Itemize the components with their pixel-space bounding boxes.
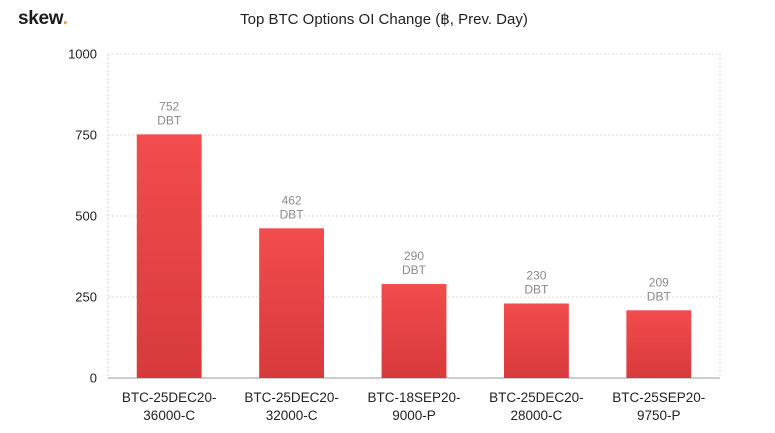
bars <box>136 134 692 378</box>
x-category-label: 28000-C <box>511 408 563 423</box>
data-label-unit: DBT <box>524 282 549 296</box>
data-label-value: 290 <box>404 249 424 263</box>
brand-name: skew <box>18 8 63 29</box>
y-tick-label: 1000 <box>68 47 97 62</box>
brand-dot: . <box>62 8 68 29</box>
bar <box>136 134 202 378</box>
x-category-label: 9750-P <box>637 408 681 423</box>
x-category-label: 32000-C <box>266 408 318 423</box>
bar <box>259 228 325 378</box>
data-label-value: 752 <box>159 99 179 113</box>
x-category-label: BTC-25DEC20- <box>489 390 584 405</box>
x-category-label: 9000-P <box>392 408 436 423</box>
data-label-value: 209 <box>649 275 669 289</box>
chart-title: Top BTC Options OI Change (฿, Prev. Day) <box>240 11 528 28</box>
bar <box>381 284 447 378</box>
x-category-label: BTC-25SEP20- <box>612 390 705 405</box>
x-category-label: BTC-25DEC20- <box>244 390 339 405</box>
data-label-unit: DBT <box>402 263 427 277</box>
y-tick-label: 250 <box>75 290 97 305</box>
y-axis-ticks: 0 250 500 750 1000 <box>68 47 97 386</box>
y-tick-label: 500 <box>75 209 97 224</box>
x-category-label: BTC-18SEP20- <box>367 390 460 405</box>
data-label-value: 462 <box>282 193 302 207</box>
data-label-value: 230 <box>526 268 546 282</box>
y-tick-label: 750 <box>75 128 97 143</box>
data-label-unit: DBT <box>647 289 672 303</box>
bar <box>626 310 692 378</box>
data-label-unit: DBT <box>280 207 305 221</box>
y-tick-label: 0 <box>90 371 97 386</box>
bar <box>503 303 569 378</box>
brand-logo: skew. <box>18 8 68 30</box>
data-label-unit: DBT <box>157 113 182 127</box>
x-category-label: BTC-25DEC20- <box>122 390 217 405</box>
x-axis-categories: BTC-25DEC20- 36000-C BTC-25DEC20- 32000-C BT… <box>122 390 705 423</box>
x-category-label: 36000-C <box>143 408 195 423</box>
